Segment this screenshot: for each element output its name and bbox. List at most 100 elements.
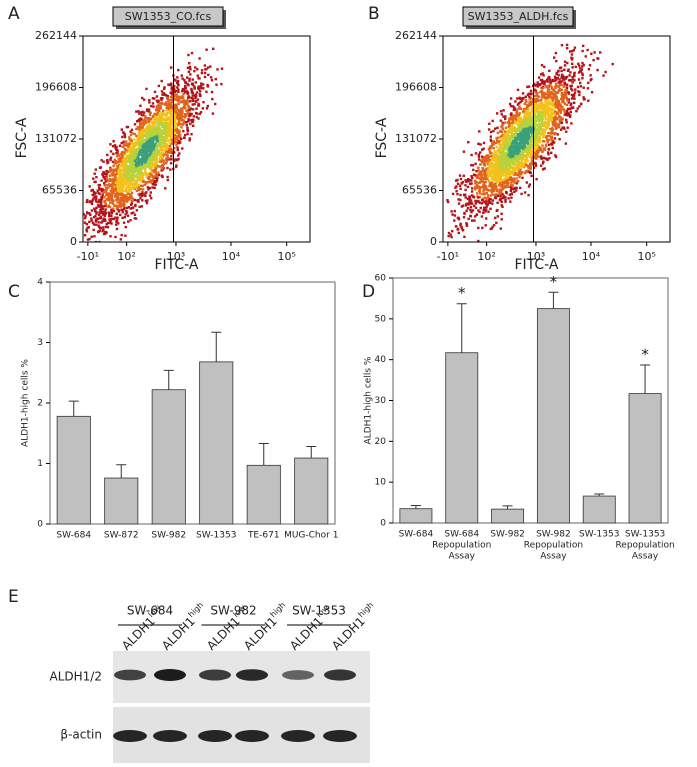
density-cell [140, 157, 144, 161]
density-cell [541, 128, 545, 131]
density-cell [563, 78, 566, 81]
density-cell [164, 129, 167, 132]
density-cell [163, 87, 166, 90]
density-cell [128, 198, 131, 201]
density-cell [126, 170, 130, 173]
density-cell [135, 163, 138, 166]
density-cell [559, 106, 562, 109]
density-cell [475, 176, 478, 179]
density-cell [502, 165, 505, 168]
density-cell [498, 178, 502, 182]
density-cell [148, 166, 151, 170]
density-cell [141, 191, 144, 194]
density-cell [100, 204, 104, 208]
density-cell [170, 158, 173, 161]
density-cell [116, 152, 119, 155]
density-cell [179, 141, 182, 144]
density-cell [520, 119, 523, 122]
density-cell [549, 82, 552, 85]
density-cell [123, 194, 126, 197]
density-cell [539, 155, 543, 158]
density-cell [482, 190, 485, 193]
density-cell [490, 151, 493, 155]
density-cell [175, 104, 178, 108]
density-cell [540, 112, 544, 115]
density-cell [489, 182, 492, 185]
density-cell [510, 136, 514, 139]
density-cell [544, 112, 547, 115]
density-cell [589, 74, 592, 77]
density-cell [123, 208, 126, 211]
density-cell [526, 165, 530, 168]
density-cell [157, 107, 160, 111]
density-cell [133, 217, 136, 220]
density-cell [579, 81, 582, 85]
density-cell [191, 99, 194, 103]
density-cell [501, 155, 505, 158]
density-cell [166, 104, 169, 107]
density-cell [487, 159, 490, 163]
density-cell [122, 184, 125, 188]
density-cell [470, 179, 473, 182]
density-cell [484, 210, 487, 213]
density-cell [500, 204, 503, 207]
density-cell [180, 107, 183, 110]
density-cell [499, 175, 502, 178]
density-cell [502, 194, 505, 198]
density-cell [564, 91, 567, 94]
density-cell [485, 197, 488, 201]
density-cell [501, 196, 505, 200]
density-cell [541, 131, 544, 134]
density-cell [468, 195, 471, 198]
density-cell [144, 122, 147, 125]
density-cell [144, 149, 148, 153]
density-cell [559, 103, 562, 106]
density-cell [491, 119, 494, 123]
density-cell [135, 143, 138, 146]
density-cell [102, 213, 105, 216]
density-cell [516, 123, 520, 127]
density-cell [104, 202, 107, 206]
density-cell [523, 102, 527, 105]
density-cell [106, 180, 109, 183]
density-cell [178, 130, 181, 133]
density-cell [128, 188, 132, 192]
density-cell [214, 102, 217, 106]
density-cell [510, 172, 513, 175]
density-cell [494, 141, 498, 145]
density-cell [495, 156, 498, 159]
density-cell [165, 149, 168, 153]
density-cell [101, 173, 104, 176]
density-cell [122, 221, 126, 224]
density-cell [467, 203, 470, 206]
density-cell [499, 184, 502, 187]
density-cell [113, 195, 117, 198]
density-cell [520, 160, 524, 163]
density-cell [90, 209, 94, 212]
density-cell [492, 183, 495, 186]
density-cell [136, 184, 139, 187]
density-cell [525, 157, 528, 160]
density-cell [174, 158, 177, 161]
density-cell [118, 144, 122, 147]
density-cell [199, 85, 202, 88]
density-cell [529, 146, 532, 149]
density-cell [138, 131, 141, 134]
density-cell [489, 135, 492, 138]
density-cell [210, 79, 214, 82]
density-cell [451, 230, 454, 233]
density-cell [129, 207, 132, 210]
density-cell [131, 197, 134, 200]
density-cell [177, 113, 181, 116]
density-cell [511, 177, 514, 180]
density-cell [160, 145, 163, 148]
density-cell [551, 143, 554, 146]
density-cell [116, 165, 119, 168]
density-cell [533, 109, 536, 112]
density-cell [177, 68, 180, 72]
density-cell [546, 112, 549, 115]
density-cell [522, 107, 525, 111]
density-cell [125, 191, 129, 194]
density-cell [196, 68, 199, 71]
density-cell [156, 105, 160, 108]
